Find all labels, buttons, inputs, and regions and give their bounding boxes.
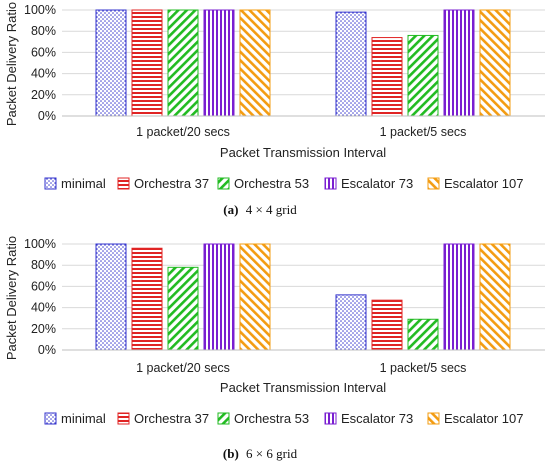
x-axis-label: Packet Transmission Interval [220,145,386,160]
y-axis-label: Packet Delivery Ratio [4,236,19,360]
bar-minimal [335,11,367,117]
figure-caption: (a) 4 × 4 grid [223,202,297,217]
legend-swatch [217,412,230,425]
legend-label: Escalator 73 [341,176,413,191]
x-tick-label: 1 packet/5 secs [380,125,467,139]
x-axis-label: Packet Transmission Interval [220,380,386,395]
y-tick-label: 60% [31,45,56,59]
y-tick-label: 0% [38,109,56,123]
y-tick-label: 80% [31,258,56,272]
legend-swatch [324,412,337,425]
y-tick-label: 20% [31,322,56,336]
bar-orchestra-37 [131,247,163,351]
bar-escalator-107 [479,243,511,351]
bar-minimal [95,9,127,117]
bar-escalator-107 [239,243,271,351]
bar-minimal [335,294,367,351]
chart-panel-a: Packet Delivery Ratio 0% 20% 40% 60% 80% 100%… [4,2,545,217]
bar-escalator-107 [239,9,271,117]
caption-text: 4 × 4 grid [246,202,298,217]
x-tick-label: 1 packet/20 secs [136,361,230,375]
bar-escalator-73 [443,9,475,117]
legend-swatch [117,177,130,190]
bar-orchestra-53 [167,9,199,117]
bars [95,243,511,351]
y-ticks: 0% 20% 40% 60% 80% 100% [24,237,56,357]
legend-swatch [217,177,230,190]
y-tick-label: 20% [31,88,56,102]
chart-panel-b: Packet Delivery Ratio 0% 20% 40% 60% 80% 100%… [4,236,545,461]
bar-minimal [95,243,127,351]
legend: minimal Orchestra 37 Orchestra 53 Escalator… [44,176,524,191]
bar-orchestra-37 [131,9,163,117]
legend-label: Orchestra 53 [234,411,309,426]
y-tick-label: 80% [31,24,56,38]
y-tick-label: 100% [24,237,56,251]
legend-swatch [117,412,130,425]
y-tick-label: 0% [38,343,56,357]
bar-orchestra-53 [407,34,439,117]
x-tick-label: 1 packet/20 secs [136,125,230,139]
y-tick-label: 60% [31,279,56,293]
y-tick-label: 40% [31,301,56,315]
x-category-labels: 1 packet/20 secs 1 packet/5 secs [136,361,466,375]
bar-escalator-73 [443,243,475,351]
legend: minimal Orchestra 37 Orchestra 53 Escalator… [44,411,524,426]
figure-caption: (b) 6 × 6 grid [223,446,298,461]
legend-swatch [427,412,440,425]
bar-orchestra-37 [371,37,403,117]
x-category-labels: 1 packet/20 secs 1 packet/5 secs [136,125,466,139]
legend-swatch [427,177,440,190]
legend-label: Orchestra 37 [134,176,209,191]
bar-orchestra-53 [167,266,199,351]
legend-label: minimal [61,411,106,426]
legend-label: Escalator 107 [444,411,524,426]
legend-label: Escalator 107 [444,176,524,191]
legend-swatch [324,177,337,190]
bars [95,9,511,117]
x-tick-label: 1 packet/5 secs [380,361,467,375]
caption-label: (b) [223,446,239,461]
bar-escalator-73 [203,243,235,351]
bar-escalator-107 [479,9,511,117]
legend-label: Orchestra 37 [134,411,209,426]
legend-swatch [44,177,57,190]
legend-label: Orchestra 53 [234,176,309,191]
bar-escalator-73 [203,9,235,117]
y-tick-label: 100% [24,3,56,17]
legend-swatch [44,412,57,425]
bar-orchestra-37 [371,299,403,351]
y-tick-label: 40% [31,67,56,81]
caption-text: 6 × 6 grid [246,446,298,461]
y-axis-label: Packet Delivery Ratio [4,2,19,126]
y-ticks: 0% 20% 40% 60% 80% 100% [24,3,56,123]
legend-label: Escalator 73 [341,411,413,426]
legend-label: minimal [61,176,106,191]
caption-label: (a) [223,202,238,217]
bar-orchestra-53 [407,318,439,351]
